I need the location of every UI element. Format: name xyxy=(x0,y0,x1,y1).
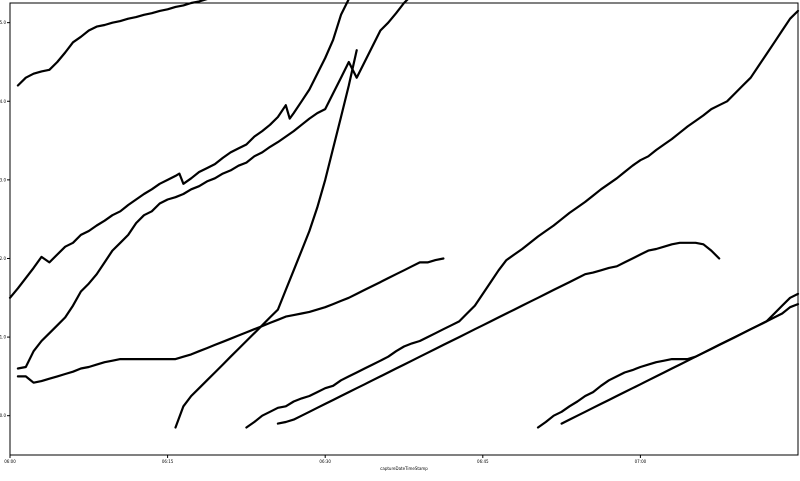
y-tick-label-6: 1375.0 xyxy=(0,20,6,25)
x-tick-label-4: 06:45 xyxy=(477,459,489,464)
plot-frame xyxy=(9,2,799,456)
x-tick-label-5: 07:00 xyxy=(635,459,647,464)
y-tick-label-3: 1372.0 xyxy=(0,256,6,261)
series-layer xyxy=(8,0,800,429)
series-line-5 xyxy=(174,49,358,429)
series-line-7 xyxy=(276,241,721,425)
series-line-3 xyxy=(16,0,409,370)
series-line-6 xyxy=(245,9,800,429)
x-axis: 06:00 06:15 06:30 06:45 07:00 xyxy=(4,455,647,464)
y-axis: 1370.0 1371.0 1372.0 1373.0 1374.0 1375.0 xyxy=(0,20,10,418)
x-tick-label-2: 06:15 xyxy=(162,459,174,464)
x-tick-label-3: 06:30 xyxy=(319,459,331,464)
y-tick-label-1: 1370.0 xyxy=(0,413,6,418)
x-axis-label: captureDateTimeStamp xyxy=(380,466,428,471)
series-line-9 xyxy=(560,292,800,425)
x-tick-label-1: 06:00 xyxy=(4,459,16,464)
y-tick-label-4: 1373.0 xyxy=(0,177,6,182)
series-line-4 xyxy=(16,257,445,384)
series-line-1 xyxy=(16,0,208,87)
y-tick-label-2: 1371.0 xyxy=(0,335,6,340)
y-tick-label-5: 1374.0 xyxy=(0,99,6,104)
series-line-2 xyxy=(8,0,350,299)
series-line-8 xyxy=(536,303,800,429)
